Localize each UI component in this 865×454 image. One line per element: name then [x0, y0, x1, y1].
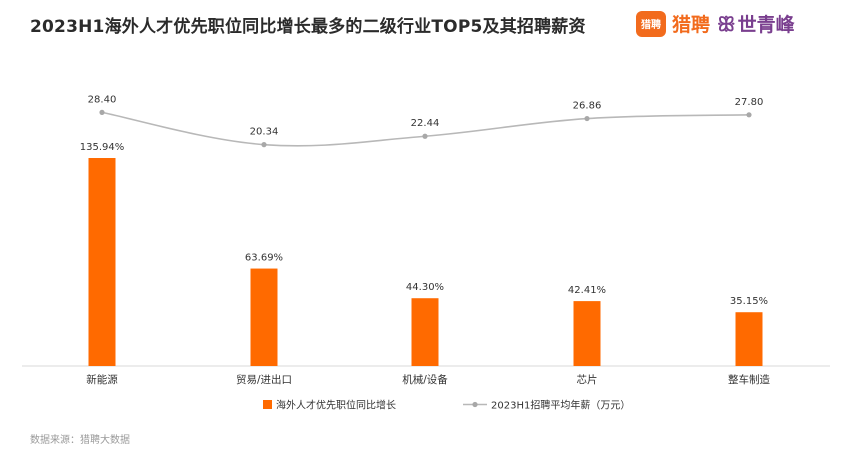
bar-label-3: 42.41%: [568, 285, 606, 296]
category-label-0: 新能源: [86, 373, 118, 386]
bar-4: [735, 312, 763, 366]
legend-bar-label: 海外人才优先职位同比增长: [276, 399, 396, 412]
salary-label-2: 22.44: [411, 118, 440, 129]
bar-0: [88, 158, 116, 366]
salary-point-2: [422, 133, 428, 139]
legend-line-marker: [472, 401, 478, 408]
shiqingfeng-logo: ꕥ 世青峰: [717, 10, 795, 37]
bar-label-1: 63.69%: [245, 253, 283, 264]
salary-point-3: [584, 115, 590, 122]
liepin-logo-icon: 猎聘: [636, 10, 666, 37]
bar-3: [573, 301, 601, 366]
liepin-logo-text: 猎聘: [672, 14, 711, 36]
bar-label-4: 35.15%: [730, 296, 768, 307]
chart-title: 2023H1海外人才优先职位同比增长最多的二级行业TOP5及其招聘薪资: [30, 17, 586, 37]
bar-label-0: 135.94%: [80, 142, 125, 153]
salary-point-0: [99, 109, 105, 115]
data-source-note: 数据来源：猎聘大数据: [30, 435, 130, 446]
salary-point-4: [746, 112, 752, 118]
salary-label-3: 26.86: [573, 101, 602, 112]
category-label-1: 贸易/进出口: [236, 373, 292, 386]
liepin-logo: 猎聘 猎聘: [636, 10, 710, 37]
salary-label-1: 20.34: [250, 127, 279, 138]
category-label-4: 整车制造: [728, 373, 770, 386]
shiqingfeng-logo-icon: ꕥ: [717, 11, 736, 36]
bar-label-2: 44.30%: [406, 282, 444, 293]
legend-bar-swatch: [263, 400, 272, 409]
legend-line-label: 2023H1招聘平均年薪（万元）: [491, 399, 630, 412]
bar-2: [411, 298, 439, 366]
salary-point-1: [261, 142, 267, 148]
salary-label-4: 27.80: [735, 97, 764, 108]
category-label-2: 机械/设备: [402, 373, 448, 386]
category-label-3: 芯片: [577, 373, 598, 386]
salary-label-0: 28.40: [88, 94, 117, 105]
bar-1: [250, 268, 278, 366]
shiqingfeng-logo-text: 世青峰: [737, 14, 795, 36]
